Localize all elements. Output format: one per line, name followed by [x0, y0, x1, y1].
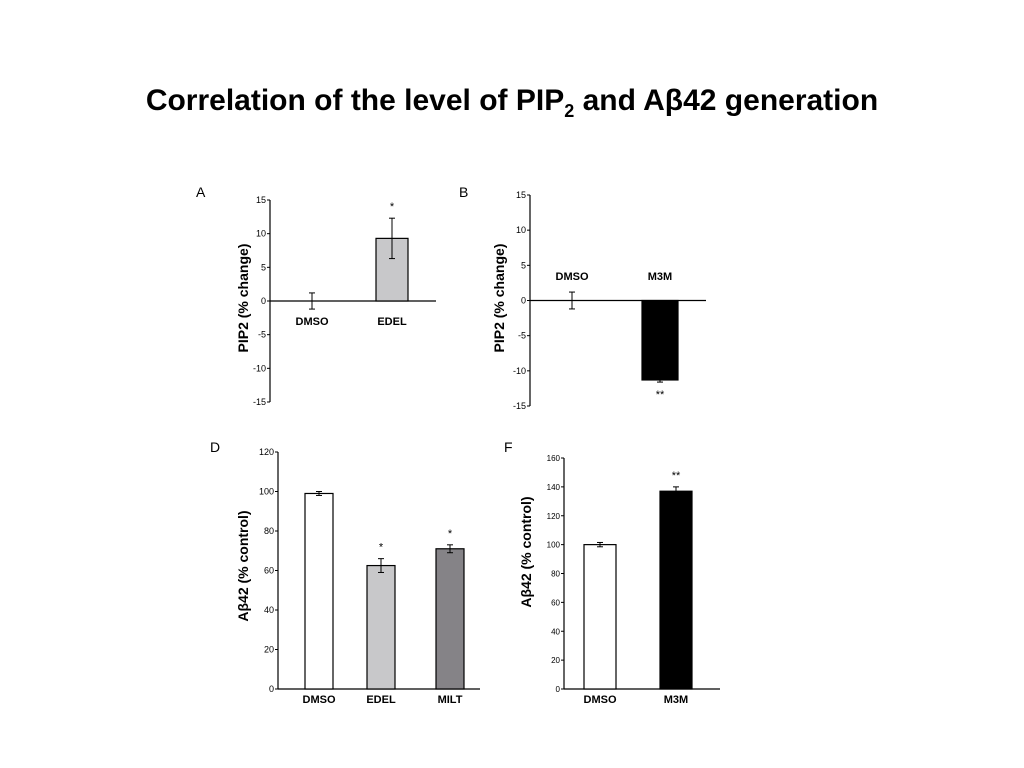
panel-label-b: B	[459, 184, 468, 200]
y-tick-label: 5	[521, 260, 526, 270]
significance-marker: *	[379, 542, 384, 554]
y-tick-label: 160	[547, 454, 561, 463]
y-tick-label: 120	[547, 512, 561, 521]
x-category-label: DMSO	[303, 694, 336, 706]
x-category-label: MILT	[438, 694, 463, 706]
title-main: Correlation of the level of PIP	[145, 84, 565, 117]
y-tick-label: -15	[253, 397, 266, 407]
significance-marker: *	[390, 201, 395, 213]
x-category-label: M3M	[648, 271, 672, 283]
panel-label-f: F	[504, 439, 513, 455]
y-tick-label: 20	[264, 645, 274, 655]
bar	[304, 492, 334, 690]
y-tick-label: -5	[258, 330, 266, 340]
bar	[583, 544, 617, 690]
slide-title: Correlation of the level of PIP2 and Aβ4…	[0, 84, 1024, 122]
y-tick-label: -5	[518, 331, 526, 341]
y-tick-label: 80	[264, 526, 274, 536]
x-category-label: DMSO	[296, 316, 329, 328]
panel-label-d: D	[210, 439, 220, 455]
y-tick-label: -15	[513, 401, 526, 411]
y-axis-label: PIP2 (% change)	[491, 244, 507, 353]
significance-marker: *	[448, 528, 453, 540]
y-tick-label: 60	[264, 566, 274, 576]
bar	[641, 299, 679, 381]
x-category-label: DMSO	[584, 694, 617, 706]
bar	[435, 548, 465, 690]
y-axis-label: Aβ42 (% control)	[235, 510, 251, 621]
y-tick-label: 15	[256, 195, 266, 205]
title-subscript: 2	[564, 101, 575, 121]
y-tick-label: -10	[513, 366, 526, 376]
y-tick-label: 10	[256, 229, 266, 239]
y-tick-label: 120	[259, 447, 274, 457]
y-tick-label: 20	[551, 656, 560, 665]
y-axis-label: Aβ42 (% control)	[518, 496, 534, 607]
significance-marker: **	[656, 389, 665, 401]
y-tick-label: 40	[264, 605, 274, 615]
y-tick-label: 0	[269, 684, 274, 694]
significance-marker: **	[672, 470, 681, 482]
y-tick-label: 0	[521, 296, 526, 306]
x-category-label: M3M	[664, 694, 688, 706]
y-tick-label: 15	[516, 190, 526, 200]
y-tick-label: 10	[516, 225, 526, 235]
panel-label-a: A	[196, 184, 206, 200]
y-tick-label: 0	[556, 685, 561, 694]
bar	[659, 490, 693, 690]
y-tick-label: 100	[259, 487, 274, 497]
y-tick-label: 100	[547, 541, 561, 550]
y-tick-label: 5	[261, 262, 266, 272]
y-tick-label: 80	[551, 570, 560, 579]
x-category-label: EDEL	[377, 316, 407, 328]
y-tick-label: 40	[551, 627, 560, 636]
y-tick-label: 60	[551, 598, 560, 607]
bar	[366, 564, 396, 690]
y-tick-label: -10	[253, 363, 266, 373]
y-axis-label: PIP2 (% change)	[235, 244, 251, 353]
title-end: and Aβ42 generation	[574, 84, 879, 117]
y-tick-label: 0	[261, 296, 266, 306]
x-category-label: DMSO	[556, 271, 589, 283]
x-category-label: EDEL	[366, 694, 396, 706]
y-tick-label: 140	[547, 483, 561, 492]
